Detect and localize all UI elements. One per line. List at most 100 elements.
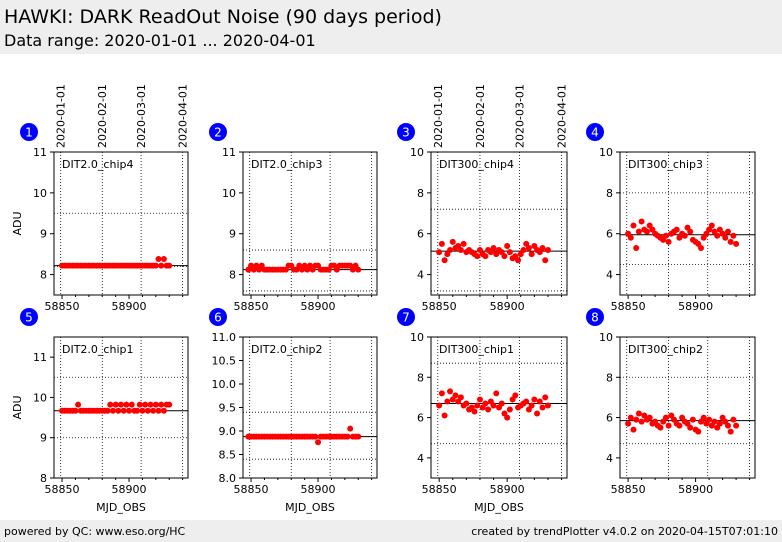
y-tick-label: 11.0 xyxy=(212,331,237,344)
data-point xyxy=(515,257,522,264)
plot-frame xyxy=(619,336,756,479)
date-tick-label: 2020-03-01 xyxy=(513,84,526,148)
y-tick-label: 9.5 xyxy=(219,402,237,415)
data-point xyxy=(539,245,546,252)
data-point xyxy=(714,232,721,239)
data-point xyxy=(115,407,122,414)
data-range: Data range: 2020-01-01 ... 2020-04-01 xyxy=(4,31,316,50)
y-tick-label: 9 xyxy=(40,228,47,241)
chart-panel-3: 4 6 8 10 58850 58900 DIT300_chip4 3 2020-01-01 20… xyxy=(397,84,569,313)
panel-number: 8 xyxy=(591,311,599,325)
date-tick-label: 2020-02-01 xyxy=(474,84,487,148)
data-point xyxy=(471,408,478,415)
header-bar: HAWKI: DARK ReadOut Noise (90 days perio… xyxy=(0,0,782,54)
data-point xyxy=(700,414,707,421)
panel-number-badge xyxy=(20,308,38,326)
data-point xyxy=(722,234,729,241)
y-tick-label: 8 xyxy=(229,269,236,282)
plot-frame xyxy=(430,336,568,479)
x-tick-label: 58850 xyxy=(422,300,457,313)
data-point xyxy=(528,251,535,258)
x-tick-label: 58900 xyxy=(301,483,336,496)
data-point xyxy=(155,256,162,263)
y-tick-label: 4 xyxy=(417,452,424,465)
data-point xyxy=(152,401,159,408)
data-point xyxy=(730,232,737,239)
data-point xyxy=(523,398,530,405)
data-point xyxy=(158,401,165,408)
data-point xyxy=(676,422,683,429)
data-point xyxy=(493,390,500,397)
data-point xyxy=(441,412,448,419)
data-point xyxy=(474,253,481,260)
series-label: DIT300_chip2 xyxy=(628,343,703,356)
data-point xyxy=(152,262,159,269)
y-tick-label: 9.0 xyxy=(219,425,237,438)
data-point xyxy=(438,390,445,397)
data-point xyxy=(123,401,130,408)
x-tick-label: 58850 xyxy=(45,483,80,496)
data-point xyxy=(476,396,483,403)
data-point xyxy=(457,247,464,254)
data-point xyxy=(708,222,715,229)
data-point xyxy=(139,407,146,414)
data-point xyxy=(504,242,511,249)
data-point xyxy=(504,414,511,421)
panel-number: 1 xyxy=(25,126,33,140)
data-point xyxy=(490,402,497,409)
data-point xyxy=(727,428,734,435)
chart-panel-1: 8 9 10 11 58850 58900 DIT2.0_chip4 ADU 1 2020-01-… xyxy=(11,84,190,313)
data-point xyxy=(727,238,734,245)
data-point xyxy=(689,416,696,423)
series-label: DIT2.0_chip2 xyxy=(251,343,322,356)
panel-number-badge xyxy=(397,123,415,141)
chart-panel-2: 8 9 10 11 58850 58900 DIT2.0_chip3 2 xyxy=(209,123,378,313)
panel-number-badge xyxy=(209,123,227,141)
data-point xyxy=(474,402,481,409)
data-point xyxy=(512,392,519,399)
data-point xyxy=(144,407,151,414)
data-point xyxy=(457,394,464,401)
chart-panel-7: 4 6 8 10 58850 58900 DIT300_chip1 MJD_OBS 7 xyxy=(397,308,568,514)
data-point xyxy=(441,257,448,264)
plot-frame xyxy=(242,151,378,296)
y-tick-label: 10 xyxy=(222,187,236,200)
y-tick-label: 6 xyxy=(417,228,424,241)
data-point xyxy=(633,416,640,423)
data-point xyxy=(444,398,451,405)
page-title: HAWKI: DARK ReadOut Noise (90 days perio… xyxy=(4,6,442,28)
data-point xyxy=(665,422,672,429)
data-point xyxy=(520,247,527,254)
data-point xyxy=(627,414,634,421)
series-label: DIT2.0_chip4 xyxy=(62,158,133,171)
y-tick-label: 10 xyxy=(410,146,424,159)
data-point xyxy=(447,388,454,395)
x-tick-label: 58900 xyxy=(490,483,525,496)
data-point xyxy=(485,406,492,413)
data-point xyxy=(147,401,154,408)
data-point xyxy=(506,406,513,413)
data-point xyxy=(107,401,114,408)
data-point xyxy=(725,422,731,429)
data-point xyxy=(536,398,543,405)
data-point xyxy=(627,234,634,241)
plot-frame xyxy=(242,336,378,479)
data-point xyxy=(436,402,443,409)
data-point xyxy=(344,433,351,440)
y-tick-label: 11 xyxy=(33,351,47,364)
data-point xyxy=(630,222,637,229)
panel-number: 2 xyxy=(214,126,222,140)
data-point xyxy=(72,407,79,414)
footer-bar: powered by QC: www.eso.org/HC created by… xyxy=(0,520,782,542)
date-tick-label: 2020-01-01 xyxy=(432,84,445,148)
data-point xyxy=(501,253,508,260)
y-tick-label: 11 xyxy=(33,146,47,159)
data-point xyxy=(436,249,443,256)
y-tick-label: 8.5 xyxy=(219,449,237,462)
data-point xyxy=(665,238,672,245)
y-tick-label: 8 xyxy=(40,269,47,282)
data-point xyxy=(126,407,133,414)
data-point xyxy=(635,410,642,417)
y-tick-label: 8 xyxy=(606,187,613,200)
